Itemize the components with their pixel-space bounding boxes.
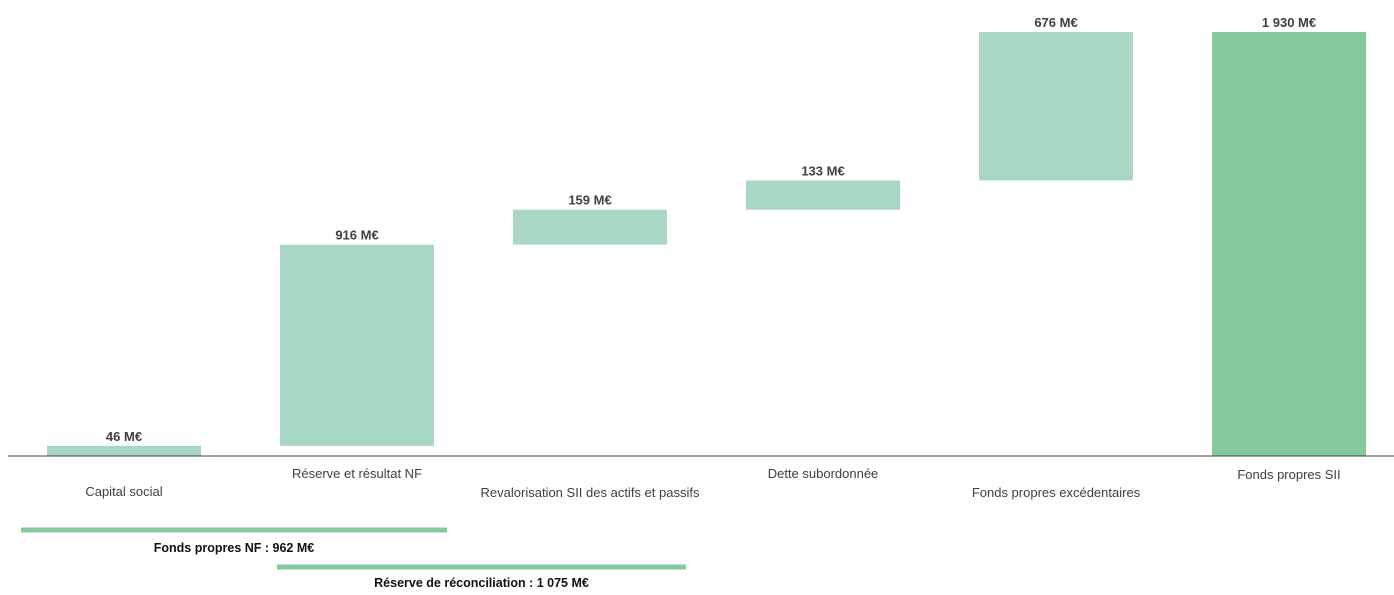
bar-value-label: 133 M€ — [801, 164, 844, 179]
bars-layer — [47, 32, 1366, 456]
bar-4 — [746, 180, 900, 210]
brackets-layer: Fonds propres NF : 962 M€ Réserve de réco… — [21, 527, 686, 590]
bar-value-label: 676 M€ — [1034, 15, 1077, 30]
bracket-label: Réserve de réconciliation : 1 075 M€ — [374, 576, 589, 590]
category-label: Capital social — [85, 484, 162, 499]
bar-value-label: 46 M€ — [106, 429, 142, 444]
bracket-line — [21, 527, 447, 533]
category-label: Réserve et résultat NF — [292, 466, 422, 481]
bracket-line — [277, 564, 686, 570]
category-labels-layer: Capital social Réserve et résultat NF Reva… — [85, 466, 1340, 500]
bar-6 — [1212, 32, 1366, 456]
bar-value-label: 1 930 M€ — [1262, 15, 1316, 30]
bar-value-label: 159 M€ — [568, 193, 611, 208]
bar-value-label: 916 M€ — [335, 228, 378, 243]
category-label: Dette subordonnée — [768, 466, 879, 481]
bar-3 — [513, 209, 667, 245]
bracket-label: Fonds propres NF : 962 M€ — [154, 541, 314, 555]
category-label: Revalorisation SII des actifs et passifs — [481, 485, 700, 500]
bar-1 — [47, 445, 201, 456]
value-labels-layer: 46 M€ 916 M€ 159 M€ 133 M€ 676 M€ 1 930 M€ — [106, 15, 1316, 444]
bar-5 — [979, 32, 1133, 181]
category-label: Fonds propres SII — [1237, 467, 1340, 482]
bar-2 — [280, 244, 434, 446]
category-label: Fonds propres excédentaires — [972, 485, 1141, 500]
